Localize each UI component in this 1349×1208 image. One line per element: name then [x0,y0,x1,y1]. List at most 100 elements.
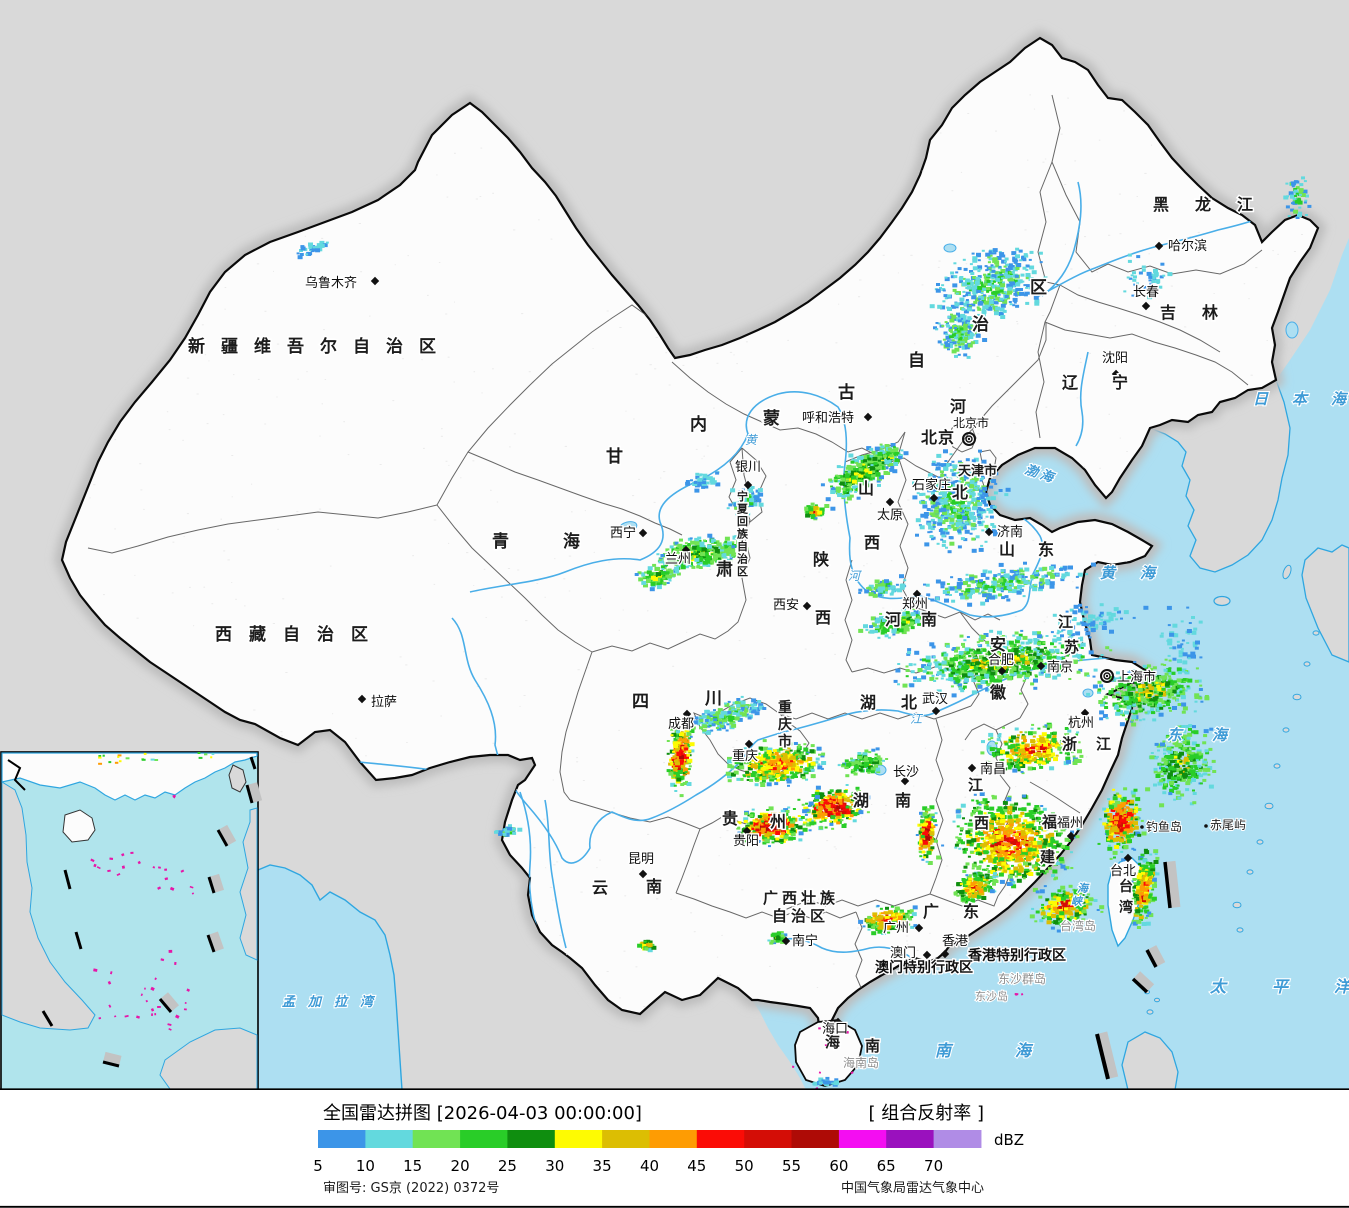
radar-echo-pixel [1155,279,1161,284]
terrain-speck [964,796,967,798]
radar-echo-pixel [946,340,950,343]
radar-echo-pixel [879,443,883,446]
radar-echo-pixel [1183,767,1189,772]
radar-echo-pixel [946,306,950,309]
radar-echo-pixel [1099,710,1105,715]
radar-echo-pixel [971,303,976,307]
radar-echo-pixel [874,625,879,628]
radar-echo-pixel [966,355,971,359]
radar-echo-pixel [954,347,960,352]
radar-echo-pixel [940,474,945,477]
radar-echo-pixel [1022,266,1027,270]
radar-echo-pixel [874,446,880,451]
radar-echo-pixel [877,451,883,456]
radar-echo-pixel [1015,254,1020,259]
radar-echo-pixel [953,480,958,484]
radar-echo-pixel [972,258,978,263]
radar-echo-pixel [996,291,1000,294]
terrain-speck [803,576,806,578]
terrain-speck [1098,139,1101,141]
radar-echo-pixel [1039,261,1043,264]
radar-echo-pixel [878,454,883,458]
radar-echo-pixel [1163,783,1167,786]
radar-echo-pixel [999,289,1004,293]
radar-echo-pixel [1000,277,1004,280]
radar-echo-pixel [1162,274,1166,277]
radar-echo-pixel [1002,635,1007,639]
radar-echo-pixel [913,680,917,682]
radar-echo-pixel [936,283,940,286]
radar-echo-pixel [1293,189,1298,193]
radar-echo-pixel [1161,692,1167,697]
radar-echo-pixel [909,683,915,688]
radar-echo-pixel [1169,766,1175,771]
radar-echo-pixel [647,566,653,571]
radar-echo-pixel [884,460,890,465]
terrain-speck [264,310,267,312]
radar-echo-pixel [1000,569,1005,573]
radar-echo-pixel [967,495,972,499]
radar-echo-pixel [1298,193,1302,196]
terrain-speck [891,635,894,637]
radar-echo-pixel [1178,770,1183,774]
terrain-speck [913,695,917,696]
terrain-speck [233,374,235,376]
radar-echo-pixel [961,666,967,671]
terrain-speck [1189,236,1191,237]
radar-echo-pixel [931,462,936,466]
radar-echo-pixel [867,457,872,461]
radar-echo-pixel [997,734,1002,738]
radar-echo-pixel [1032,657,1036,660]
radar-echo-pixel [1043,276,1048,280]
radar-echo-pixel [1148,671,1154,676]
radar-echo-pixel [913,676,917,680]
terrain-speck [282,598,285,600]
radar-echo-pixel [1011,571,1015,574]
radar-echo-pixel [910,670,915,674]
radar-echo-pixel [937,476,941,479]
radar-echo-pixel [976,513,981,517]
radar-echo-pixel [961,469,965,472]
radar-echo-cluster [913,561,1096,607]
terrain-speck [807,857,810,859]
terrain-speck [1118,193,1122,195]
radar-echo-pixel [960,499,965,504]
terrain-speck [943,944,946,946]
radar-echo-pixel [947,348,950,351]
radar-echo-pixel [934,659,938,662]
radar-echo-pixel [960,301,964,304]
radar-echo-pixel [993,658,999,663]
radar-echo-pixel [1001,635,1005,637]
radar-echo-pixel [845,493,851,498]
radar-echo-pixel [1027,651,1031,654]
radar-echo-pixel [1149,703,1153,706]
terrain-speck [244,605,246,607]
radar-echo-pixel [965,662,971,666]
radar-echo-pixel [1203,772,1208,776]
radar-echo-pixel [1119,722,1125,727]
radar-echo-pixel [1167,688,1173,693]
radar-echo-pixel [1003,574,1009,578]
radar-echo-pixel [724,540,728,543]
radar-echo-pixel [1093,668,1098,672]
radar-echo-pixel [1148,279,1152,282]
radar-echo-pixel [969,483,974,487]
radar-echo-pixel [1050,732,1055,736]
terrain-speck [960,171,963,173]
radar-echo-pixel [1000,587,1004,590]
radar-echo-pixel [959,471,965,476]
radar-echo-pixel [1298,190,1303,194]
radar-echo-pixel [856,496,861,500]
terrain-speck [825,577,828,579]
radar-echo-pixel [731,545,736,549]
radar-echo-pixel [716,553,722,558]
radar-echo-pixel [932,656,936,658]
radar-echo-pixel [1192,759,1196,762]
radar-echo-pixel [1025,641,1030,645]
radar-echo-pixel [1153,688,1157,691]
radar-echo-pixel [934,505,940,510]
radar-echo-pixel [1043,646,1047,649]
radar-echo-pixel [1131,686,1135,689]
radar-echo-pixel [957,315,962,319]
radar-echo-pixel [971,492,976,496]
